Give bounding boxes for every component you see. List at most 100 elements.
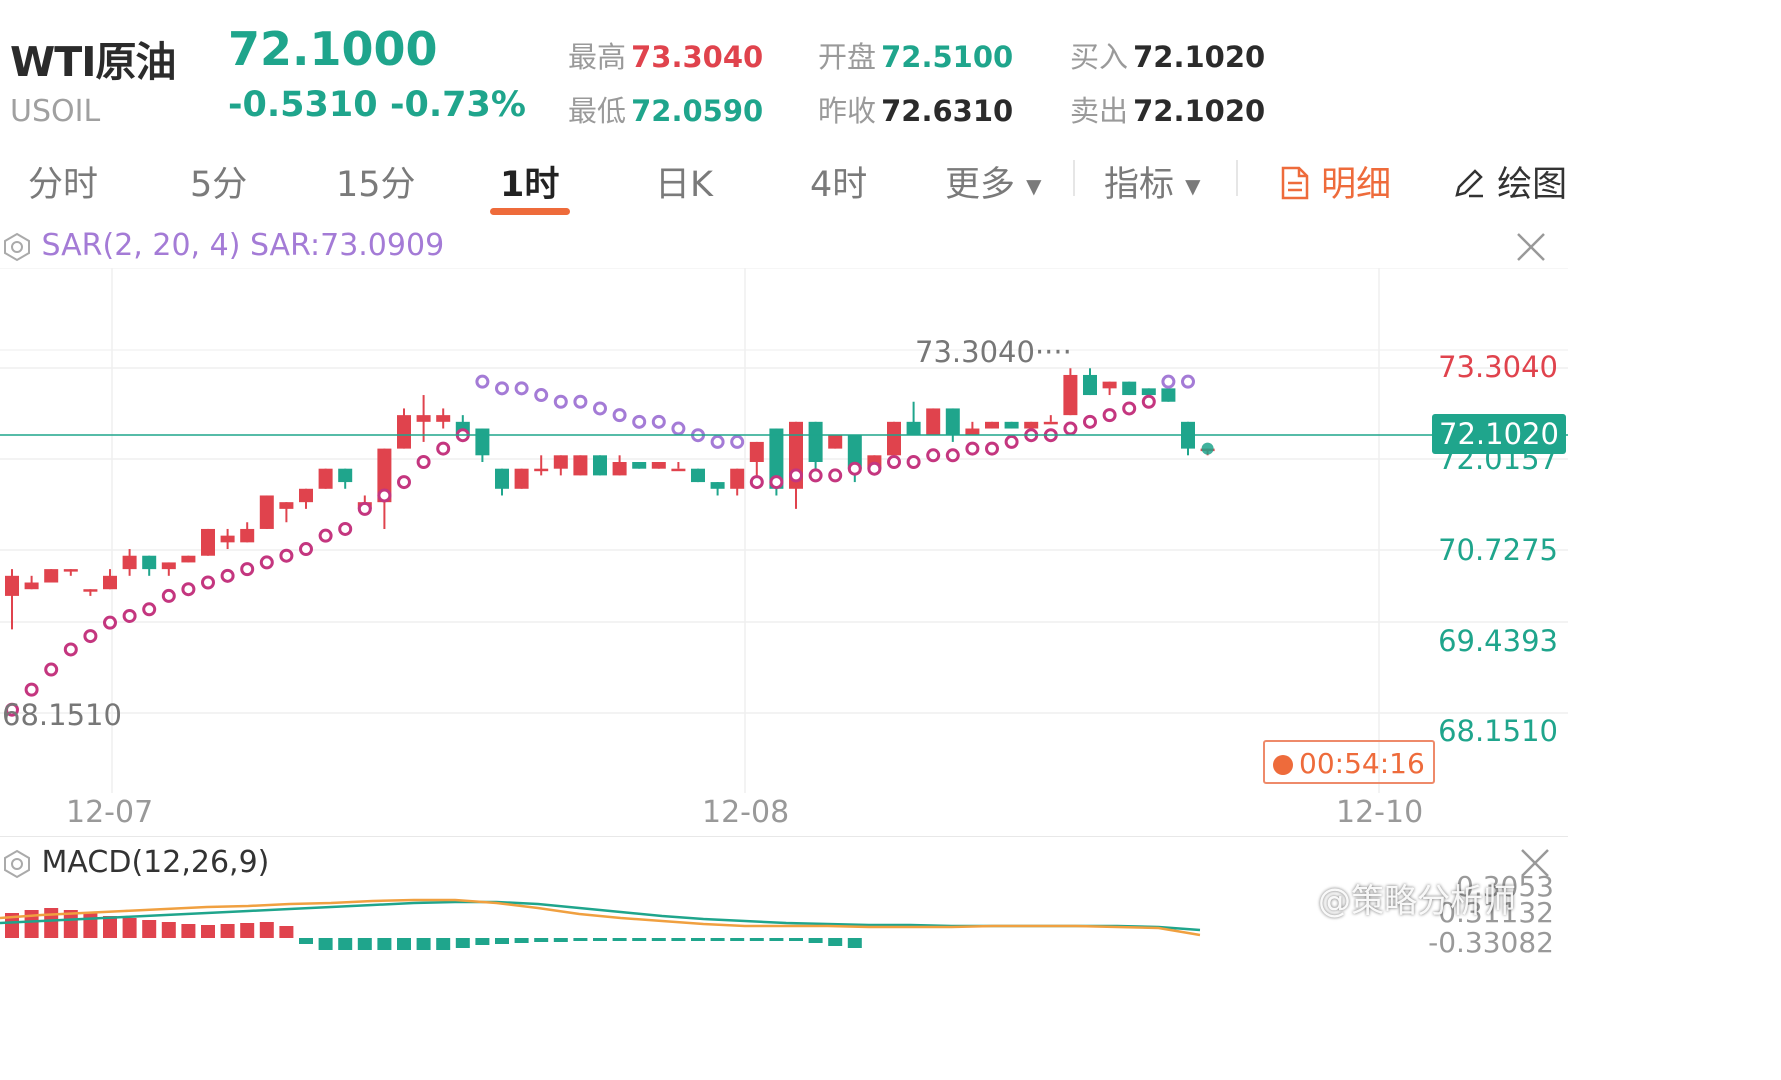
candle-body	[161, 562, 176, 570]
macd-histogram-bar	[808, 938, 823, 943]
sar-dot	[867, 461, 882, 476]
candle-body	[103, 575, 117, 590]
macd-histogram-bar	[338, 938, 353, 950]
candle-body	[887, 421, 901, 456]
price-chart[interactable]	[0, 268, 1568, 836]
y-label-high: 73.3040	[1438, 350, 1558, 384]
candle-body	[1141, 388, 1156, 396]
candle-body	[416, 415, 431, 422]
macd-histogram-bar	[5, 913, 19, 938]
sar-dot	[847, 461, 862, 476]
sar-dot	[1083, 414, 1097, 429]
macd-histogram-bar	[730, 938, 745, 941]
macd-histogram-bar	[259, 922, 274, 938]
candle-body	[1024, 421, 1039, 429]
sar-dot	[122, 608, 137, 623]
tab-more[interactable]: 更多 ▼	[945, 156, 1042, 207]
macd-histogram-bar	[377, 938, 392, 950]
settings-hexagon-icon[interactable]	[2, 849, 32, 879]
close-sar-icon[interactable]	[1514, 230, 1548, 264]
sar-dot	[416, 454, 431, 469]
sar-dot	[1102, 408, 1117, 423]
detail-button[interactable]: 明细	[1280, 156, 1391, 207]
high-marker: 73.3040····	[915, 335, 1072, 369]
candle-body	[1161, 388, 1176, 402]
macd-histogram-bar	[553, 938, 568, 942]
high-label: 最高	[568, 40, 627, 74]
settings-hexagon-icon[interactable]	[2, 232, 32, 262]
tab-1hour[interactable]: 1时	[500, 165, 560, 205]
macd-histogram-bar	[573, 938, 588, 941]
candle-body	[1043, 421, 1058, 425]
macd-histogram-bar	[44, 908, 59, 938]
candle-body	[377, 448, 392, 503]
candle-body	[299, 488, 313, 503]
candle-body	[24, 582, 39, 590]
sar-series	[5, 374, 1214, 717]
macd-chart[interactable]	[0, 850, 1568, 951]
candle-body	[122, 555, 137, 570]
open-stat: 开盘 72.5100	[818, 34, 1013, 76]
candle-body	[985, 421, 999, 429]
sar-dot	[1004, 434, 1019, 449]
candle-body	[926, 408, 941, 436]
macd-histogram-bar	[514, 938, 529, 943]
sar-dot	[103, 615, 117, 630]
y-label-low: 68.1510	[1438, 714, 1558, 748]
macd-histogram-bar	[201, 925, 215, 938]
sar-dot	[397, 475, 411, 490]
macd-histogram-bar	[534, 938, 549, 942]
sar-dot	[181, 582, 196, 597]
macd-histogram-bar	[691, 938, 705, 941]
tab-timeshare[interactable]: 分时	[28, 165, 99, 205]
close-macd-icon[interactable]	[1518, 846, 1552, 880]
sar-dot	[5, 702, 19, 717]
last-price-dot	[1201, 442, 1214, 455]
divider	[1236, 160, 1238, 196]
candle-body	[44, 569, 59, 583]
sar-dot	[44, 662, 59, 677]
sar-dot	[887, 454, 901, 469]
macd-histogram-bar	[749, 938, 764, 941]
sar-dot	[632, 414, 647, 429]
candle-body	[63, 569, 78, 572]
ask-stat: 卖出 72.1020	[1070, 88, 1265, 130]
last-price: 72.1000	[228, 22, 438, 76]
sar-dot	[749, 475, 764, 490]
candle-body	[495, 468, 509, 489]
macd-histogram-bar	[651, 938, 666, 941]
sar-dot	[906, 454, 921, 469]
candle-body	[436, 415, 451, 422]
sar-dot	[965, 441, 980, 456]
candle-body	[612, 461, 627, 476]
macd-indicator-header[interactable]: MACD(12,26,9)	[2, 845, 269, 880]
sar-dot	[279, 548, 294, 563]
sar-dot	[553, 394, 568, 409]
price-change-pct: -0.73%	[390, 85, 526, 125]
candle-body	[1122, 381, 1137, 396]
candle-body	[220, 535, 235, 543]
tab-4hour[interactable]: 4时	[810, 165, 868, 205]
tab-indicators[interactable]: 指标 ▼	[1104, 156, 1201, 207]
candle-body	[553, 455, 568, 469]
sar-dot	[808, 468, 823, 483]
candle-body	[749, 441, 764, 462]
tab-indicators-label: 指标	[1104, 165, 1175, 205]
low-marker: 68.1510	[2, 698, 122, 732]
sar-dot	[240, 562, 255, 577]
candle-body	[534, 468, 549, 472]
tab-daily[interactable]: 日K	[655, 165, 713, 205]
candle-body	[710, 482, 725, 489]
sar-dot	[1141, 394, 1156, 409]
sar-dot	[985, 441, 999, 456]
document-icon	[1281, 166, 1309, 200]
caret-down-icon: ▼	[1185, 174, 1201, 198]
tab-5min[interactable]: 5分	[190, 165, 248, 205]
draw-button[interactable]: 绘图	[1452, 156, 1567, 207]
sar-indicator-header[interactable]: SAR(2, 20, 4) SAR:73.0909	[2, 228, 444, 263]
candle-body	[201, 528, 215, 556]
candle-body	[1083, 374, 1097, 396]
candle-body	[142, 555, 157, 570]
tab-15min[interactable]: 15分	[336, 165, 416, 205]
caret-down-icon: ▼	[1026, 174, 1042, 198]
